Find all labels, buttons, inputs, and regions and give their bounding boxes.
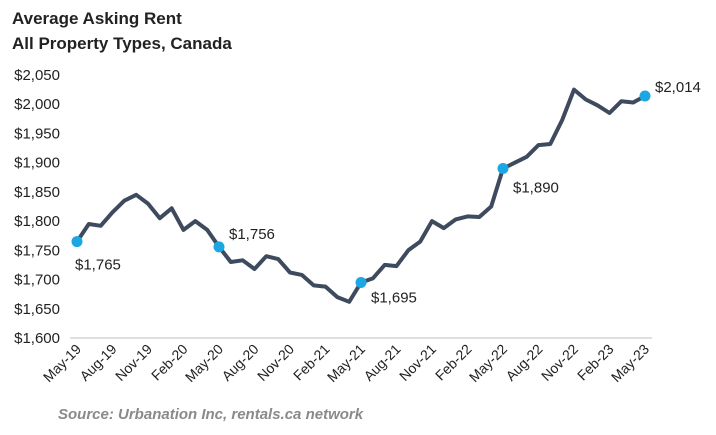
chart-title: Average Asking Rent bbox=[12, 9, 182, 28]
value-label: $1,765 bbox=[75, 257, 121, 274]
x-tick-label: May-23 bbox=[608, 341, 652, 385]
y-tick-label: $1,850 bbox=[14, 184, 60, 201]
value-label: $2,014 bbox=[655, 79, 701, 96]
source-note: Source: Urbanation Inc, rentals.ca netwo… bbox=[58, 406, 364, 423]
x-tick-label: Nov-19 bbox=[112, 341, 155, 384]
x-tick-label: May-19 bbox=[40, 341, 84, 385]
x-tick-label: Aug-22 bbox=[502, 341, 545, 384]
value-label: $1,695 bbox=[371, 289, 417, 306]
y-tick-label: $1,750 bbox=[14, 242, 60, 259]
value-label: $1,756 bbox=[229, 226, 275, 243]
y-tick-label: $2,000 bbox=[14, 96, 60, 113]
x-tick-label: May-20 bbox=[182, 341, 226, 385]
x-tick-label: Nov-22 bbox=[538, 341, 581, 384]
value-label: $1,890 bbox=[513, 180, 559, 197]
x-tick-label: Nov-20 bbox=[254, 341, 297, 384]
chart-subtitle: All Property Types, Canada bbox=[12, 34, 232, 53]
highlight-point bbox=[639, 90, 651, 102]
highlight-point bbox=[355, 276, 367, 288]
y-tick-label: $2,050 bbox=[14, 67, 60, 84]
y-tick-label: $1,600 bbox=[14, 330, 60, 347]
y-tick-label: $1,700 bbox=[14, 272, 60, 289]
data-line bbox=[75, 87, 646, 304]
y-tick-label: $1,950 bbox=[14, 125, 60, 142]
x-tick-label: Nov-21 bbox=[396, 341, 439, 384]
highlight-point bbox=[71, 236, 83, 248]
x-tick-label: Aug-21 bbox=[360, 341, 403, 384]
y-tick-label: $1,650 bbox=[14, 301, 60, 318]
y-tick-label: $1,900 bbox=[14, 155, 60, 172]
y-tick-label: $1,800 bbox=[14, 213, 60, 230]
highlight-point bbox=[213, 241, 225, 253]
x-tick-label: Aug-19 bbox=[76, 341, 119, 384]
x-tick-label: May-22 bbox=[466, 341, 510, 385]
highlight-point bbox=[497, 163, 509, 175]
x-tick-label: May-21 bbox=[324, 341, 368, 385]
x-tick-label: Aug-20 bbox=[218, 341, 261, 384]
